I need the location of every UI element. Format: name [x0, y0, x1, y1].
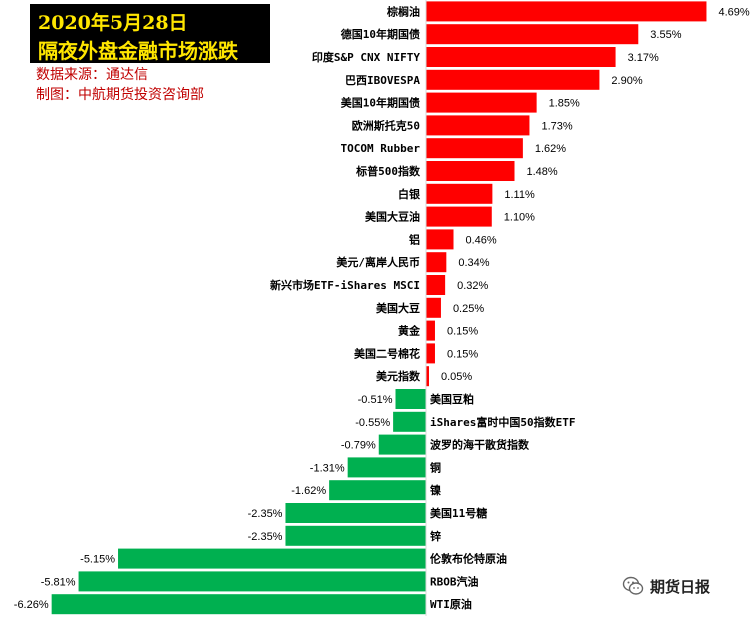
category-label: 波罗的海干散货指数	[430, 438, 530, 452]
bar	[378, 434, 426, 455]
data-label: -6.26%	[14, 599, 49, 611]
data-label: 0.34%	[458, 257, 489, 269]
data-label: 0.46%	[466, 234, 497, 246]
bar	[426, 183, 493, 204]
category-label: 美元指数	[376, 369, 421, 383]
bar	[426, 1, 707, 22]
data-label: -0.55%	[355, 417, 390, 429]
bar	[426, 206, 492, 227]
category-label: 美国大豆油	[365, 210, 420, 224]
category-label: 新兴市场ETF-iShares MSCI	[270, 278, 420, 292]
watermark-text: 期货日报	[650, 577, 711, 596]
category-label: 黄金	[398, 324, 421, 338]
data-label: 1.73%	[541, 120, 572, 132]
data-label: 4.69%	[718, 6, 749, 18]
data-label: 0.32%	[457, 280, 488, 292]
bar	[426, 343, 435, 364]
data-label: 0.05%	[441, 371, 472, 383]
bar	[285, 503, 426, 523]
category-label: 伦敦布伦特原油	[430, 552, 507, 566]
data-label: 0.15%	[447, 348, 478, 360]
category-label: 美国11号糖	[430, 506, 487, 520]
data-label: -5.15%	[80, 554, 115, 566]
bar	[426, 229, 454, 250]
data-label: 0.15%	[447, 326, 478, 338]
bar	[426, 161, 515, 181]
bar	[51, 594, 426, 615]
bar	[426, 24, 639, 45]
category-label: 德国10年期国债	[340, 27, 420, 41]
wechat-icon	[622, 576, 644, 595]
category-label: 美国10年期国债	[341, 96, 420, 110]
category-label: TOCOM Rubber	[341, 142, 421, 155]
made-by-note: 制图：中航期货投资咨询部	[36, 87, 204, 103]
category-label: RBOB汽油	[430, 574, 479, 588]
data-label: 1.48%	[527, 166, 558, 178]
bar	[395, 389, 426, 409]
title-box: 2020年5月28日 隔夜外盘金融市场涨跌	[30, 4, 270, 63]
bar	[426, 138, 523, 159]
category-label: 标普500指数	[355, 164, 421, 178]
bar	[426, 47, 616, 67]
chart-title-date: 2020年5月28日	[38, 12, 188, 34]
bar	[347, 457, 426, 478]
data-label: 1.85%	[549, 98, 580, 110]
data-source-note: 数据来源：通达信	[36, 67, 148, 83]
data-label: 1.62%	[535, 143, 566, 155]
data-label: -5.81%	[41, 576, 76, 588]
category-label: 铜	[429, 460, 441, 474]
data-label: 3.17%	[628, 52, 659, 64]
category-label: 印度S&P CNX NIFTY	[312, 50, 420, 64]
data-label: -0.51%	[358, 394, 393, 406]
category-label: 锌	[430, 529, 441, 543]
bar	[426, 252, 447, 273]
bar	[329, 480, 426, 501]
category-label: 白银	[398, 187, 421, 201]
bar	[426, 320, 435, 341]
category-label: WTI原油	[430, 597, 472, 611]
category-label: 镍	[430, 483, 441, 497]
bar	[426, 115, 530, 136]
bar	[426, 275, 446, 295]
data-label: -0.79%	[341, 440, 376, 452]
category-label: 欧洲斯托克50	[352, 118, 420, 132]
data-label: 2.90%	[611, 75, 642, 87]
bar	[118, 548, 426, 569]
bar	[426, 366, 429, 387]
data-label: -2.35%	[248, 508, 283, 520]
data-label: -2.35%	[248, 531, 283, 543]
bar	[426, 297, 441, 318]
bar	[285, 525, 426, 546]
category-label: 铝	[409, 232, 420, 246]
bar	[426, 92, 537, 113]
bar	[426, 69, 600, 90]
data-label: 3.55%	[650, 29, 681, 41]
bar	[393, 411, 426, 432]
data-label: 0.25%	[453, 303, 484, 315]
data-label: -1.31%	[310, 462, 345, 474]
bar	[78, 571, 426, 592]
data-label: -1.62%	[291, 485, 326, 497]
category-label: 棕榈油	[386, 4, 420, 18]
category-label: 美元/离岸人民币	[336, 255, 420, 269]
category-label: 巴西IBOVESPA	[345, 74, 420, 87]
chart-title: 隔夜外盘金融市场涨跌	[38, 39, 238, 63]
category-label: 美国大豆	[376, 301, 420, 315]
category-label: 美国二号棉花	[354, 346, 420, 360]
data-label: 1.11%	[504, 189, 535, 201]
category-label: 美国豆粕	[430, 392, 474, 406]
category-label: iShares富时中国50指数ETF	[430, 415, 575, 429]
data-label: 1.10%	[504, 212, 535, 224]
watermark: 期货日报	[620, 575, 713, 597]
